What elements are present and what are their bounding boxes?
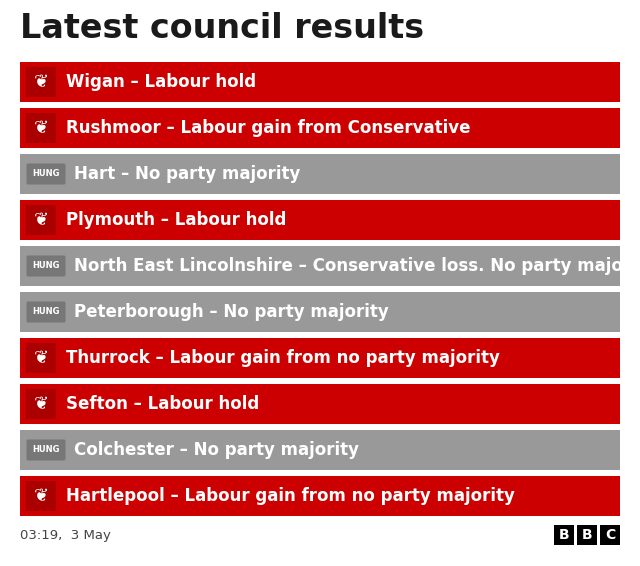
Text: HUNG: HUNG xyxy=(32,445,60,454)
Bar xyxy=(20,292,620,332)
Text: Rushmoor – Labour gain from Conservative: Rushmoor – Labour gain from Conservative xyxy=(66,119,470,137)
Bar xyxy=(26,481,56,511)
Bar xyxy=(20,338,620,378)
Bar xyxy=(26,343,56,373)
Bar xyxy=(554,525,574,545)
Bar xyxy=(20,62,620,102)
Bar xyxy=(20,200,620,240)
Text: North East Lincolnshire – Conservative loss. No party majority: North East Lincolnshire – Conservative l… xyxy=(74,257,640,275)
Bar xyxy=(20,476,620,516)
Text: Hart – No party majority: Hart – No party majority xyxy=(74,165,300,183)
Text: Wigan – Labour hold: Wigan – Labour hold xyxy=(66,73,256,91)
Text: ❦: ❦ xyxy=(33,349,49,367)
Bar xyxy=(26,67,56,97)
Bar xyxy=(20,108,620,148)
Bar xyxy=(20,384,620,424)
FancyBboxPatch shape xyxy=(26,164,65,185)
Text: ❦: ❦ xyxy=(33,119,49,137)
FancyBboxPatch shape xyxy=(26,302,65,323)
FancyBboxPatch shape xyxy=(26,440,65,461)
Bar xyxy=(26,113,56,143)
Bar xyxy=(577,525,597,545)
Bar xyxy=(20,246,620,286)
Text: HUNG: HUNG xyxy=(32,307,60,316)
Text: Plymouth – Labour hold: Plymouth – Labour hold xyxy=(66,211,286,229)
Text: ❦: ❦ xyxy=(33,395,49,413)
Text: ❦: ❦ xyxy=(33,211,49,229)
Text: B: B xyxy=(559,528,570,542)
Bar xyxy=(26,389,56,419)
Bar xyxy=(20,154,620,194)
Text: B: B xyxy=(582,528,592,542)
Text: Thurrock – Labour gain from no party majority: Thurrock – Labour gain from no party maj… xyxy=(66,349,500,367)
Bar xyxy=(600,525,620,545)
Text: Hartlepool – Labour gain from no party majority: Hartlepool – Labour gain from no party m… xyxy=(66,487,515,505)
Text: Peterborough – No party majority: Peterborough – No party majority xyxy=(74,303,388,321)
Text: 03:19,  3 May: 03:19, 3 May xyxy=(20,529,111,542)
Bar xyxy=(26,205,56,235)
Text: Latest council results: Latest council results xyxy=(20,12,424,45)
Text: ❦: ❦ xyxy=(33,487,49,505)
Text: HUNG: HUNG xyxy=(32,169,60,178)
Text: Sefton – Labour hold: Sefton – Labour hold xyxy=(66,395,259,413)
FancyBboxPatch shape xyxy=(26,255,65,277)
Text: C: C xyxy=(605,528,615,542)
Bar xyxy=(20,430,620,470)
Text: HUNG: HUNG xyxy=(32,261,60,271)
Text: Colchester – No party majority: Colchester – No party majority xyxy=(74,441,359,459)
Text: ❦: ❦ xyxy=(33,73,49,91)
